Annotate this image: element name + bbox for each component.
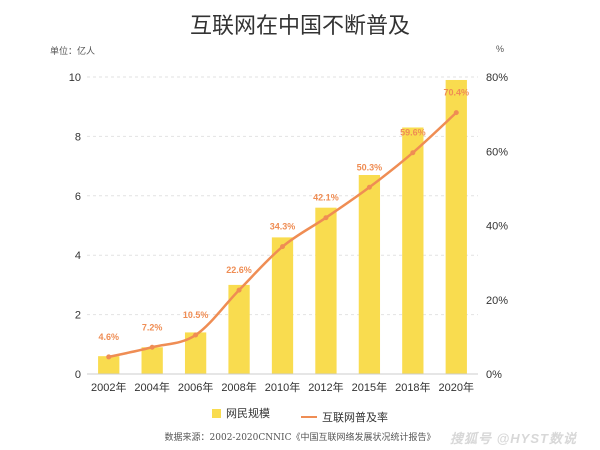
bar <box>228 284 250 374</box>
x-tick-label: 2018年 <box>395 380 430 394</box>
line-point <box>236 287 242 293</box>
x-tick-label: 2020年 <box>439 380 474 394</box>
left-axis-unit: 单位：亿人 <box>50 46 96 56</box>
y-right-tick-label: 60% <box>486 146 508 158</box>
y-right-tick-label: 0% <box>486 369 502 381</box>
y-left-tick-label: 2 <box>75 310 81 322</box>
y-right-tick-label: 20% <box>486 295 508 307</box>
line-swatch-icon <box>301 415 318 418</box>
y-left-tick-label: 0 <box>75 369 81 381</box>
x-tick-label: 2010年 <box>265 380 300 394</box>
bar <box>271 237 294 374</box>
data-label: 59.6% <box>400 128 426 138</box>
legend-item-line: 互联网普及率 <box>301 409 388 425</box>
line-point <box>280 244 285 250</box>
line-point <box>106 354 112 360</box>
line-point <box>410 150 416 156</box>
data-label: 22.6% <box>226 265 252 275</box>
x-tick-label: 2012年 <box>308 380 343 394</box>
data-label: 50.3% <box>357 162 383 172</box>
x-tick-label: 2002年 <box>91 380 126 394</box>
y-left-tick-label: 4 <box>75 250 81 262</box>
data-label: 4.6% <box>98 332 119 342</box>
chart-title: 互联网在中国不断普及 <box>189 14 410 39</box>
right-axis-unit: % <box>496 44 505 54</box>
data-source: 数据来源：2002-2020CNNIC《中国互联网络发展状况统计报告》 <box>164 433 436 443</box>
bar-swatch-icon <box>211 408 221 418</box>
data-label: 42.1% <box>313 193 339 203</box>
y-right-tick-label: 40% <box>486 221 508 233</box>
watermark: 搜狐号 @HYST数说 <box>450 431 577 446</box>
line-point <box>453 110 459 116</box>
y-left-tick-label: 10 <box>69 72 81 84</box>
y-left-tick-label: 6 <box>75 191 81 203</box>
bar <box>445 79 467 374</box>
legend-bar-label: 网民规模 <box>225 408 270 420</box>
bar <box>402 127 424 375</box>
y-left-tick-label: 8 <box>75 131 81 143</box>
data-label: 7.2% <box>142 322 163 332</box>
legend-line-label: 互联网普及率 <box>322 411 389 424</box>
data-label: 34.3% <box>270 222 296 232</box>
y-right-tick-label: 80% <box>486 72 508 84</box>
bar <box>98 356 120 374</box>
legend-item-bar: 网民规模 <box>211 405 270 421</box>
bar <box>358 175 381 374</box>
line-point <box>366 184 372 190</box>
x-tick-label: 2006年 <box>178 380 213 394</box>
bar <box>315 207 337 374</box>
bar <box>141 347 163 374</box>
data-label: 10.5% <box>183 310 209 320</box>
bar <box>184 332 207 374</box>
x-tick-label: 2004年 <box>134 380 169 394</box>
data-label: 70.4% <box>444 88 470 98</box>
line-point <box>193 332 199 338</box>
x-tick-label: 2008年 <box>221 380 256 394</box>
legend: 网民规模 互联网普及率 <box>0 405 600 425</box>
x-tick-label: 2015年 <box>352 380 387 394</box>
line-point <box>149 344 155 350</box>
line-point <box>323 215 329 221</box>
